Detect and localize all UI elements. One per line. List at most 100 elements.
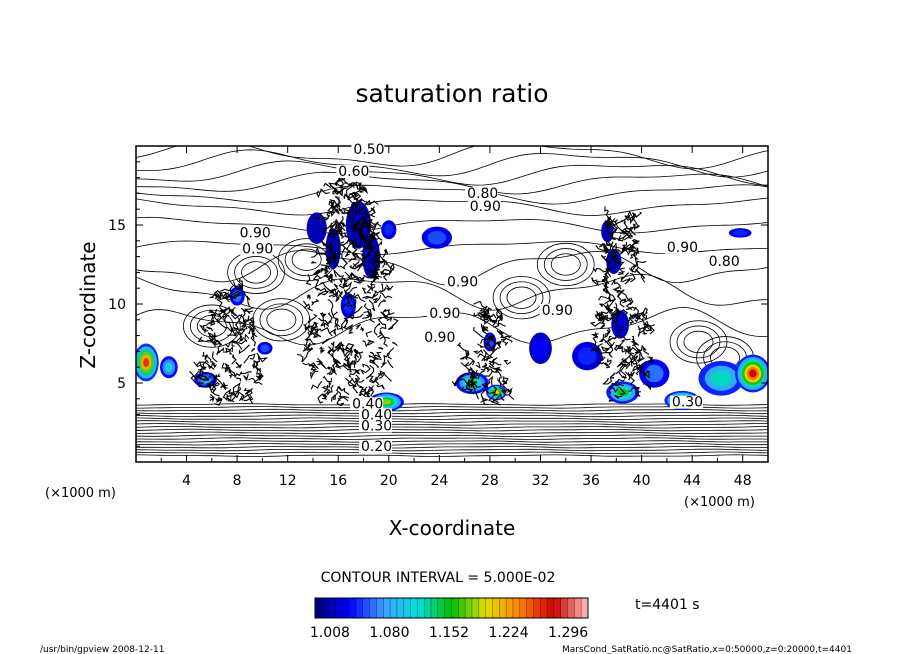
colorbar-cell bbox=[403, 598, 411, 618]
cloud-contour-squiggle bbox=[239, 335, 245, 343]
cloud-contour-squiggle bbox=[378, 373, 392, 382]
colorbar-cell bbox=[396, 598, 405, 618]
cloud-contour-squiggle bbox=[606, 218, 616, 228]
cloud-contour-squiggle bbox=[215, 396, 223, 403]
cloud-contour-squiggle bbox=[630, 356, 639, 365]
cloud-contour-squiggle bbox=[467, 367, 479, 378]
contour-label: 0.20 bbox=[361, 439, 392, 455]
cloud-contour-squiggle bbox=[464, 355, 475, 366]
x-tick-label: 24 bbox=[430, 473, 448, 489]
cloud-contour-squiggle bbox=[373, 322, 381, 336]
cloud-contour-squiggle bbox=[326, 287, 335, 294]
cloud-contour-squiggle bbox=[612, 308, 621, 324]
cloud-contour-squiggle bbox=[482, 313, 497, 323]
cloud-contour-squiggle bbox=[635, 364, 645, 372]
cloud-contour-squiggle bbox=[636, 353, 643, 363]
cloud-contour-squiggle bbox=[603, 278, 610, 288]
cloud-contour-squiggle bbox=[226, 386, 242, 403]
cloud-contour-squiggle bbox=[356, 264, 364, 272]
cloud-contour-squiggle bbox=[387, 318, 399, 331]
cloud-contour-squiggle bbox=[614, 335, 631, 341]
cloud-contour-squiggle bbox=[303, 323, 309, 331]
cloud-contour-squiggle bbox=[372, 275, 382, 284]
contour-line bbox=[136, 184, 768, 205]
cloud-contour-squiggle bbox=[622, 297, 634, 306]
cloud-contour-squiggle bbox=[485, 315, 493, 321]
cloud-contour-squiggle bbox=[342, 324, 354, 330]
colorbar-cell bbox=[335, 598, 343, 618]
cloud-contour-squiggle bbox=[380, 311, 389, 318]
cloud-contour-squiggle bbox=[369, 358, 377, 364]
cloud-contour-squiggle bbox=[343, 362, 353, 370]
cloud-contour-squiggle bbox=[243, 373, 249, 382]
cloud-contour-squiggle bbox=[604, 248, 610, 255]
cloud-contour-squiggle bbox=[623, 219, 628, 228]
cloud-contour-squiggle bbox=[212, 335, 220, 344]
cloud-contour-squiggle bbox=[198, 324, 207, 334]
cloud-contour-squiggle bbox=[489, 385, 498, 395]
colorbar-cell bbox=[574, 598, 582, 618]
cloud-contour-squiggle bbox=[236, 377, 241, 382]
contour-label: 0.60 bbox=[338, 164, 369, 180]
cloud-contour-squiggle bbox=[340, 232, 349, 239]
supersat-region bbox=[306, 212, 327, 244]
cloud-contour-squiggle bbox=[352, 293, 366, 303]
cloud-contour-squiggle bbox=[307, 325, 315, 335]
cloud-contour-squiggle bbox=[197, 382, 204, 388]
supersat-region bbox=[533, 338, 548, 358]
cloud-contour-squiggle bbox=[346, 295, 353, 304]
cloud-contour-squiggle bbox=[608, 302, 618, 315]
cloud-contour-squiggle bbox=[224, 346, 233, 353]
contour-label-bg bbox=[336, 165, 370, 179]
contour-label-bg bbox=[240, 242, 274, 256]
cloud-contour-squiggle bbox=[380, 269, 385, 275]
cloud-contour-squiggle bbox=[589, 321, 606, 329]
contour-loop bbox=[683, 330, 714, 354]
cloud-contour-squiggle bbox=[632, 253, 639, 268]
contour-label: 0.30 bbox=[672, 395, 703, 411]
cloud-contour-squiggle bbox=[358, 234, 362, 243]
cloud-contour-squiggle bbox=[481, 351, 487, 362]
cloud-contour-squiggle bbox=[498, 377, 502, 387]
cloud-contour-squiggle bbox=[352, 191, 359, 201]
cloud-contour-squiggle bbox=[623, 348, 635, 367]
x-unit-label-right: (×1000 m) bbox=[684, 495, 755, 510]
cloud-contour-squiggle bbox=[251, 362, 262, 372]
cloud-contour-squiggle bbox=[361, 213, 371, 224]
cloud-contour-squiggle bbox=[611, 278, 621, 287]
colorbar-tick-label: 1.008 bbox=[310, 625, 350, 641]
cloud-contour-squiggle bbox=[328, 220, 338, 232]
cloud-contour-squiggle bbox=[309, 328, 322, 338]
contour-line bbox=[136, 451, 768, 455]
colorbar-cell bbox=[485, 598, 493, 618]
cloud-contour-squiggle bbox=[347, 360, 356, 368]
cloud-contour-squiggle bbox=[490, 366, 502, 379]
x-tick-label: 48 bbox=[734, 473, 752, 489]
supersat-region bbox=[616, 388, 629, 397]
cloud-contour-squiggle bbox=[635, 307, 648, 318]
cloud-contour-squiggle bbox=[504, 335, 512, 339]
cloud-contour-squiggle bbox=[360, 234, 373, 246]
cloud-contour-squiggle bbox=[343, 286, 358, 295]
cloud-contour-squiggle bbox=[488, 393, 498, 403]
cloud-contour-squiggle bbox=[331, 288, 343, 300]
cloud-contour-squiggle bbox=[613, 259, 620, 265]
contour-label-bg bbox=[237, 226, 271, 240]
supersat-region bbox=[711, 370, 732, 386]
cloud-contour-squiggle bbox=[376, 240, 383, 247]
contour-loop bbox=[506, 286, 537, 309]
colorbar-cell bbox=[437, 598, 445, 618]
cloud-contour-squiggle bbox=[347, 298, 357, 309]
cloud-contour-squiggle bbox=[617, 359, 627, 367]
contour-loop bbox=[550, 253, 581, 276]
cloud-contour-squiggle bbox=[217, 347, 224, 354]
cloud-contour-squiggle bbox=[392, 341, 398, 346]
cloud-contour-squiggle bbox=[327, 276, 334, 283]
cloud-contour-squiggle bbox=[497, 378, 515, 400]
cloud-contour-squiggle bbox=[338, 396, 349, 399]
cloud-contour-squiggle bbox=[312, 274, 322, 288]
cloud-contour-squiggle bbox=[368, 233, 374, 256]
cloud-contour-squiggle bbox=[596, 361, 604, 365]
cloud-contour-squiggle bbox=[481, 382, 489, 391]
